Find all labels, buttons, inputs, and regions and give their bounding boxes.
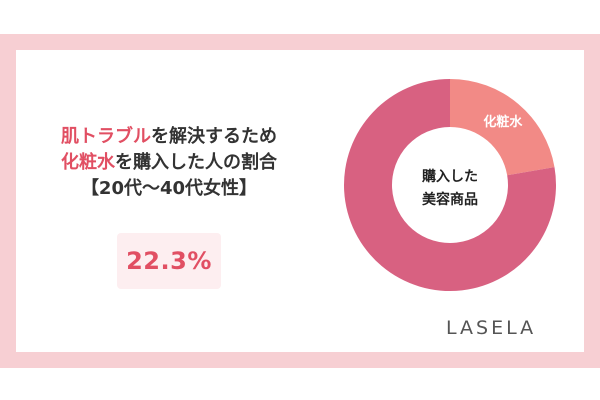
donut-center-title-line-2: 美容商品 — [422, 192, 478, 208]
headline-text-1: を解決するため — [151, 126, 277, 147]
donut-slice-0 — [450, 78, 555, 176]
donut-center-title: 購入した 美容商品 — [395, 166, 505, 212]
donut-slice-1 — [344, 79, 556, 291]
headline-accent-1: 肌トラブル — [61, 126, 151, 147]
headline-text-2: を購入した人の割合 — [115, 152, 277, 173]
headline-line-2: 化粧水を購入した人の割合 — [34, 150, 304, 176]
headline: 肌トラブルを解決するため 化粧水を購入した人の割合 【20代〜40代女性】 — [34, 124, 304, 202]
headline-line-1: 肌トラブルを解決するため — [34, 124, 304, 150]
lasela-logo: LASELA — [446, 317, 537, 339]
headline-line-3: 【20代〜40代女性】 — [80, 178, 258, 199]
headline-accent-2: 化粧水 — [61, 152, 115, 173]
stat-box: 22.3% — [117, 233, 221, 289]
donut-center-title-line-1: 購入した — [422, 169, 478, 185]
donut-slice-label-0: 化粧水 — [483, 114, 523, 130]
stat-value: 22.3% — [126, 247, 212, 275]
